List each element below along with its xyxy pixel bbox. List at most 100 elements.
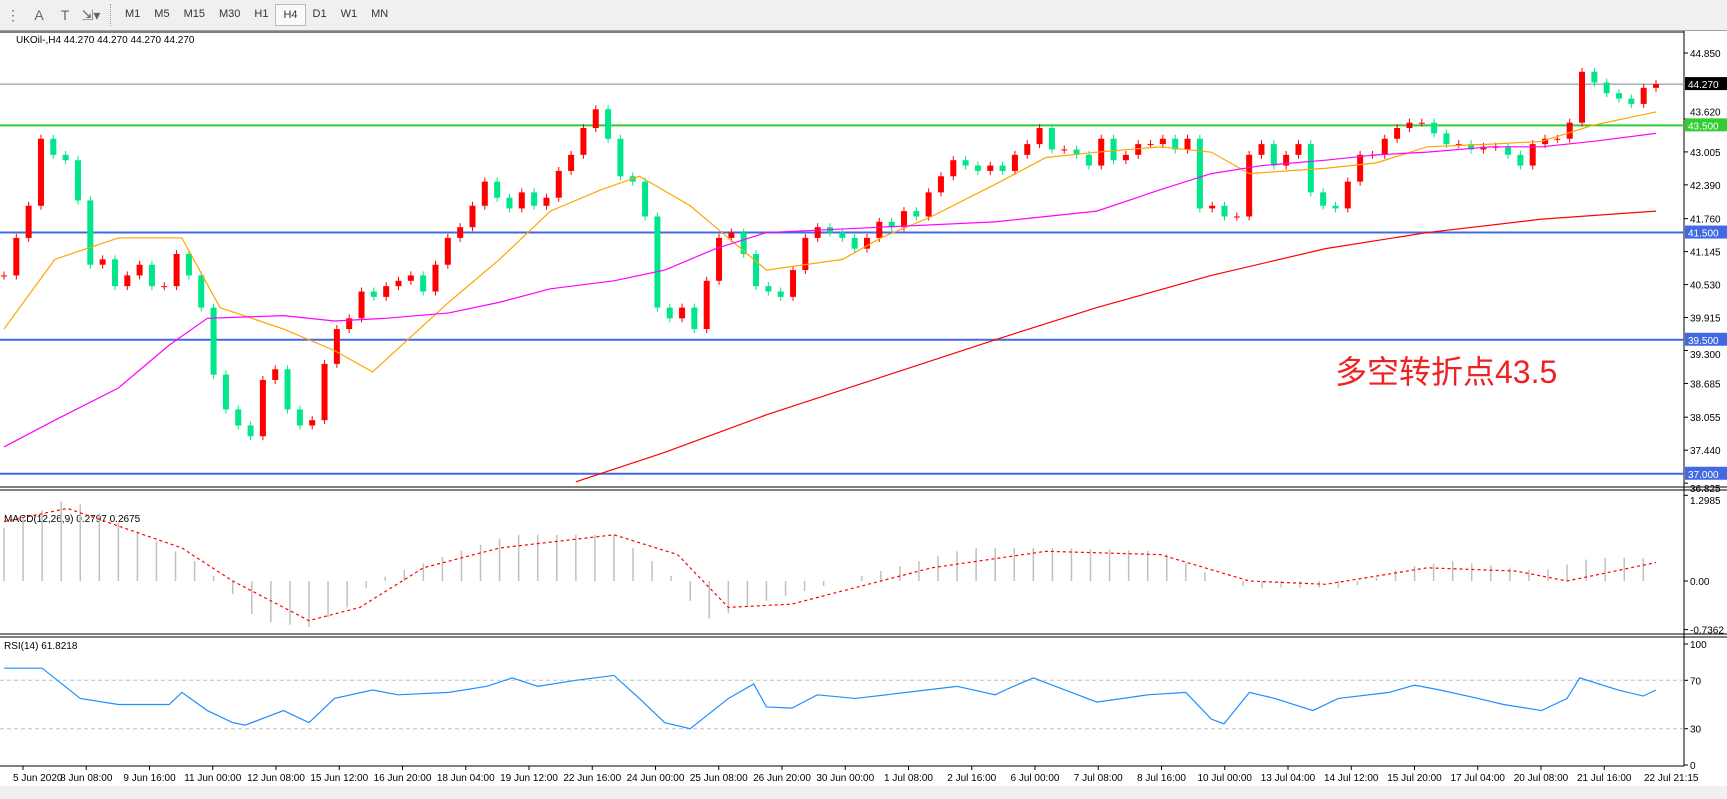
symbol-label: UKOil-,H4 44.270 44.270 44.270 44.270: [16, 35, 195, 46]
timeframe-m1[interactable]: M1: [125, 8, 141, 20]
candle: [444, 237, 451, 265]
price-tick-label: 38.685: [1690, 379, 1721, 390]
timeframe-h1[interactable]: H1: [254, 8, 269, 20]
candle: [1505, 146, 1512, 155]
candle: [1418, 122, 1425, 124]
candle: [99, 259, 106, 265]
candle: [1517, 154, 1524, 166]
time-tick-label: 13 Jul 04:00: [1261, 773, 1316, 784]
candle: [1221, 205, 1228, 217]
time-tick-label: 8 Jul 16:00: [1137, 773, 1186, 784]
candle: [161, 286, 168, 288]
candle: [62, 154, 69, 161]
candle: [642, 181, 649, 217]
candle: [432, 264, 439, 292]
price-label-bg: [1685, 118, 1727, 132]
candle: [1135, 144, 1142, 155]
candle: [309, 420, 316, 426]
candle: [1147, 144, 1154, 146]
timeframe-m30[interactable]: M30: [218, 8, 241, 20]
candle: [222, 374, 229, 410]
time-tick-label: 12 Jun 08:00: [247, 773, 305, 784]
text-label-icon[interactable]: T: [60, 7, 70, 23]
price-tick-label: 38.055: [1690, 413, 1721, 424]
candle: [1061, 149, 1068, 151]
candle: [1085, 154, 1092, 166]
candle: [87, 200, 94, 265]
candle: [580, 128, 587, 155]
candle: [679, 307, 686, 319]
moving-average-fast: [3, 111, 1657, 373]
price-tick-label: 41.760: [1690, 215, 1721, 226]
candle: [136, 264, 143, 276]
candle: [1011, 154, 1018, 171]
candle: [407, 275, 414, 281]
candle: [1554, 138, 1561, 140]
candle: [346, 318, 353, 330]
timeframe-w1[interactable]: W1: [340, 8, 358, 20]
candle: [839, 232, 846, 238]
candle: [666, 307, 673, 319]
text-icon[interactable]: A: [34, 7, 44, 23]
candle: [851, 237, 858, 249]
chart-canvas[interactable]: UKOil-,H4 44.270 44.270 44.270 44.270 多空…: [0, 31, 1727, 794]
candle: [1048, 128, 1055, 150]
candle: [1283, 154, 1290, 166]
candle: [1431, 122, 1438, 134]
candle: [605, 109, 612, 139]
time-tick-label: 14 Jul 12:00: [1324, 773, 1379, 784]
timeframe-h4[interactable]: H4: [275, 4, 306, 26]
candle: [531, 192, 538, 206]
candle: [296, 409, 303, 426]
candle: [74, 160, 81, 201]
time-tick-label: 20 Jul 08:00: [1514, 773, 1569, 784]
arrows-icon[interactable]: ⇲▾: [81, 6, 101, 23]
timeframe-mn[interactable]: MN: [371, 8, 389, 20]
chart-window[interactable]: UKOil-,H4 44.270 44.270 44.270 44.270 多空…: [0, 31, 1727, 794]
price-tick-label: 40.530: [1690, 281, 1721, 292]
candle: [703, 280, 710, 330]
time-tick-label: 18 Jun 04:00: [437, 773, 495, 784]
timeframe-m5[interactable]: M5: [154, 8, 170, 20]
candle: [321, 363, 328, 421]
moving-average-slow: [575, 210, 1657, 483]
candle: [740, 232, 747, 254]
candle: [900, 211, 907, 228]
candle: [1579, 71, 1586, 123]
candle: [1566, 122, 1573, 139]
candle: [1480, 146, 1487, 150]
price-tick-label: 39.300: [1690, 350, 1721, 361]
candle: [1246, 154, 1253, 217]
candle: [1184, 138, 1191, 150]
annotation-text: 多空转折点43.5: [1335, 354, 1557, 390]
rsi-tick-label: 0: [1690, 761, 1696, 772]
candle: [1295, 144, 1302, 155]
price-tick-label: 37.440: [1690, 446, 1721, 457]
candle: [494, 181, 501, 198]
candle: [395, 280, 402, 287]
time-tick-label: 25 Jun 08:00: [690, 773, 748, 784]
fibonacci-icon[interactable]: ⋮: [6, 6, 20, 23]
candle: [272, 369, 279, 380]
time-tick-label: 2 Jul 16:00: [947, 773, 996, 784]
rsi-line: [4, 667, 1657, 730]
candle: [1603, 82, 1610, 94]
price-tick-label: 41.145: [1690, 248, 1721, 259]
candle: [1394, 128, 1401, 139]
candle: [518, 192, 525, 209]
candle: [1542, 138, 1549, 145]
candle: [235, 409, 242, 426]
candle: [1172, 138, 1179, 150]
timeframe-m15[interactable]: M15: [183, 8, 205, 20]
candle: [1196, 138, 1203, 209]
candle: [185, 254, 192, 276]
candle: [814, 227, 821, 238]
candle: [1258, 144, 1265, 155]
candle: [1024, 144, 1031, 155]
candle: [370, 291, 377, 297]
candle: [1628, 98, 1635, 104]
timeframe-d1[interactable]: D1: [312, 8, 327, 20]
candle: [481, 181, 488, 206]
candle: [1455, 144, 1462, 146]
time-tick-label: 5 Jun 2020: [13, 773, 63, 784]
